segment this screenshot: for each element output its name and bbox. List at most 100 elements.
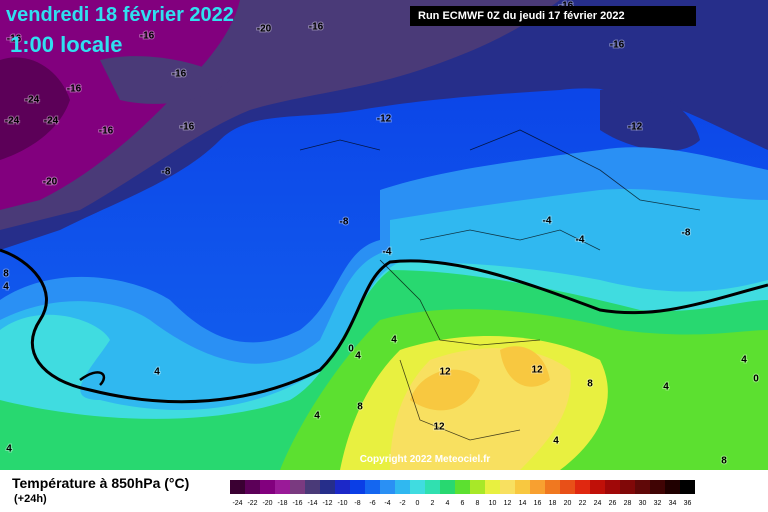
contour-label: 4 — [355, 351, 361, 362]
colorbar-cell — [500, 480, 515, 494]
contour-label: -16 — [172, 69, 187, 80]
contour-label: -4 — [576, 235, 585, 246]
colorbar-cell — [230, 480, 245, 494]
contour-label: -16 — [67, 84, 82, 95]
colorbar-label: 34 — [669, 500, 677, 507]
colorbar-cell — [665, 480, 680, 494]
colorbar-label: -22 — [247, 500, 257, 507]
colorbar-label: 12 — [504, 500, 512, 507]
colorbar-label: 6 — [461, 500, 465, 507]
contour-label: -24 — [25, 95, 40, 106]
colorbar-label: 28 — [624, 500, 632, 507]
contour-label: -16 — [180, 122, 195, 133]
colorbar-cell — [335, 480, 350, 494]
legend-title: Température à 850hPa (°C) — [12, 475, 189, 491]
contour-label: -20 — [257, 24, 272, 35]
colorbar-label: 26 — [609, 500, 617, 507]
colorbar-cell — [590, 480, 605, 494]
colorbar-label: 32 — [654, 500, 662, 507]
colorbar-label: 14 — [519, 500, 527, 507]
colorbar-cell — [620, 480, 635, 494]
colorbar-label: -12 — [322, 500, 332, 507]
time-title: 1:00 locale — [10, 32, 123, 57]
contour-label: -4 — [383, 247, 392, 258]
contour-label: 8 — [357, 402, 363, 413]
colorbar-cell — [635, 480, 650, 494]
colorbar-label: 36 — [684, 500, 692, 507]
contour-label: 8 — [587, 379, 593, 390]
colorbar-label: 20 — [564, 500, 572, 507]
contour-label: -16 — [140, 31, 155, 42]
colorbar-cell — [380, 480, 395, 494]
contour-label: 4 — [663, 382, 669, 393]
contour-label: -16 — [7, 34, 22, 45]
contour-label: 8 — [721, 456, 727, 467]
colorbar-label: 0 — [416, 500, 420, 507]
colorbar-cell — [260, 480, 275, 494]
colorbar-label: -16 — [292, 500, 302, 507]
colorbar-label: 24 — [594, 500, 602, 507]
colorbar-cell — [365, 480, 380, 494]
contour-label: 4 — [3, 282, 9, 293]
contour-label: 4 — [391, 335, 397, 346]
colorbar-label: 22 — [579, 500, 587, 507]
contour-label: -8 — [682, 228, 691, 239]
contour-label: 12 — [433, 422, 445, 433]
colorbar-label: -4 — [384, 500, 390, 507]
colorbar-cell — [545, 480, 560, 494]
colorbar-cell — [245, 480, 260, 494]
colorbar-label: 10 — [489, 500, 497, 507]
contour-label: 4 — [553, 436, 559, 447]
colorbar-cell — [605, 480, 620, 494]
colorbar-label: 2 — [431, 500, 435, 507]
colorbar-label: -24 — [232, 500, 242, 507]
colorbar-cell — [305, 480, 320, 494]
contour-label: -16 — [99, 126, 114, 137]
colorbar-cell — [530, 480, 545, 494]
colorbar-cell — [425, 480, 440, 494]
contour-label: -16 — [309, 22, 324, 33]
contour-label: 12 — [531, 365, 543, 376]
contour-label: -12 — [377, 114, 392, 125]
contour-label: -24 — [5, 116, 20, 127]
contour-label: 12 — [439, 367, 451, 378]
colorbar-cell — [275, 480, 290, 494]
colorbar-cell — [320, 480, 335, 494]
temperature-map: -16-16-20-16-16-16-24-24-24-16-16-16-16-… — [0, 0, 768, 470]
colorbar-cell — [560, 480, 575, 494]
colorbar-cell — [440, 480, 455, 494]
colorbar-label: 8 — [476, 500, 480, 507]
colorbar-cell — [575, 480, 590, 494]
colorbar-cell — [410, 480, 425, 494]
contour-label: 8 — [3, 269, 9, 280]
copyright: Copyright 2022 Meteociel.fr — [360, 454, 491, 465]
contour-label: -20 — [43, 177, 58, 188]
colorbar-cell — [680, 480, 695, 494]
colorbar-label: -2 — [399, 500, 405, 507]
run-box — [410, 6, 696, 26]
colorbar-cell — [485, 480, 500, 494]
colorbar-cell — [455, 480, 470, 494]
date-title: vendredi 18 février 2022 — [6, 4, 234, 26]
contour-label: 0 — [348, 344, 354, 355]
colorbar-label: -6 — [369, 500, 375, 507]
run-label: Run ECMWF 0Z du jeudi 17 février 2022 — [418, 10, 625, 22]
colorbar-cell — [395, 480, 410, 494]
contour-label: 4 — [314, 411, 320, 422]
colorbar-cell — [290, 480, 305, 494]
colorbar-label: -14 — [307, 500, 317, 507]
contour-label: -16 — [610, 40, 625, 51]
contour-label: -8 — [162, 167, 171, 178]
colorbar-label: -18 — [277, 500, 287, 507]
contour-label: -12 — [628, 122, 643, 133]
colorbar-cell — [350, 480, 365, 494]
contour-label: 4 — [6, 444, 12, 455]
contour-label: -8 — [340, 217, 349, 228]
contour-label: -24 — [44, 116, 59, 127]
colorbar-cell — [515, 480, 530, 494]
contour-label: 4 — [154, 367, 160, 378]
colorbar-cell — [650, 480, 665, 494]
colorbar-label: 4 — [446, 500, 450, 507]
contour-label: 0 — [753, 374, 759, 385]
